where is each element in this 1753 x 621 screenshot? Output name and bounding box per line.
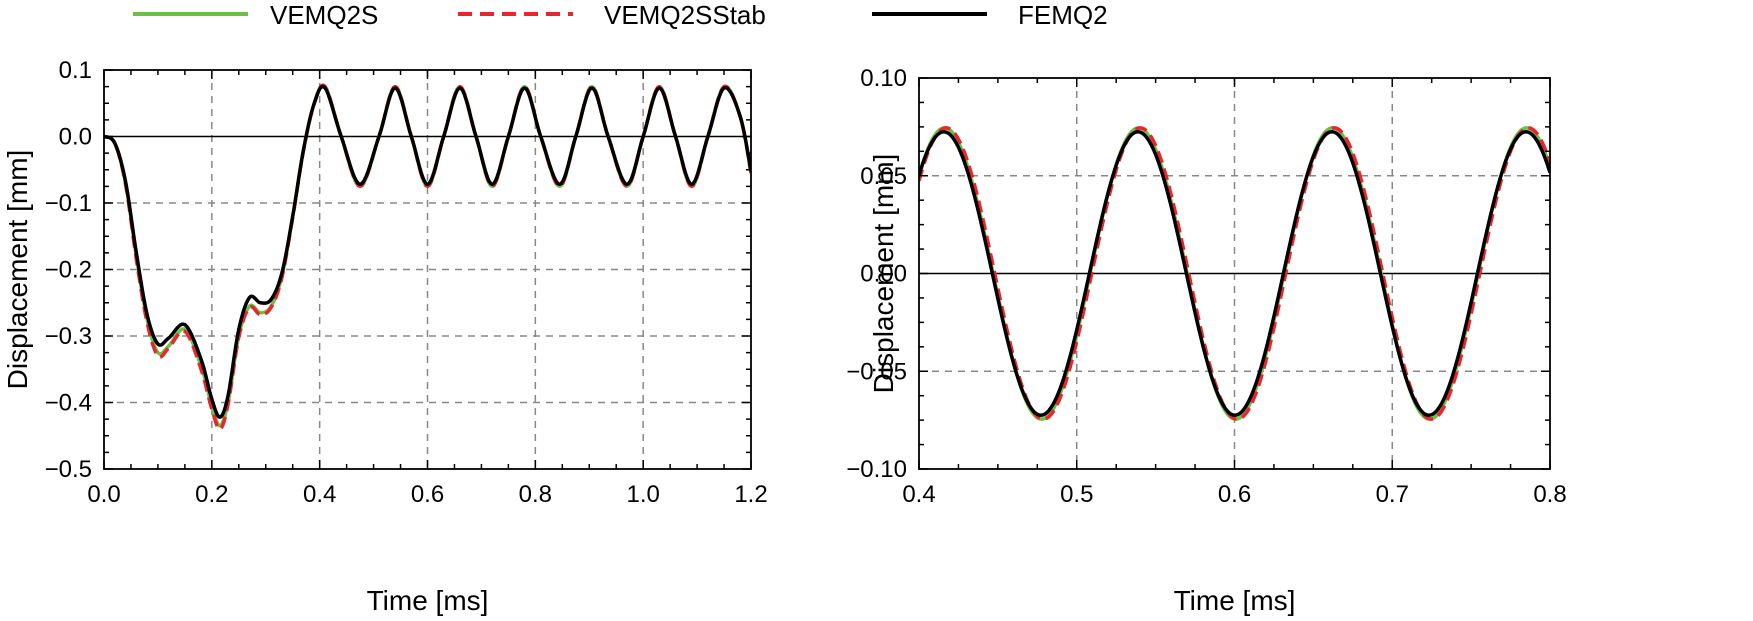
x-tick-label: 0.4: [902, 481, 935, 508]
x-tick-label: 0.2: [195, 481, 228, 508]
right-chart: 0.4 0.5 0.6 0.7 0.8 0.10 0.05 0.00 −0.05 −0.10 Tim…: [846, 65, 1566, 616]
series-line-femq2: [919, 130, 1550, 417]
y-axis-label: Displacement [mm]: [2, 150, 33, 390]
series-line-vemq2sstab: [919, 126, 1550, 421]
y-tick-label: −0.3: [45, 323, 92, 350]
series-line-femq2: [104, 84, 751, 419]
x-tick-label: 0.8: [1533, 481, 1566, 508]
legend-entry-vemq2sstab: VEMQ2SStab: [458, 0, 766, 30]
x-tick-label: 0.7: [1376, 481, 1409, 508]
y-tick-label: −0.1: [45, 190, 92, 217]
y-tick-label: 0.05: [860, 163, 907, 190]
legend-entry-vemq2s: VEMQ2S: [133, 0, 378, 30]
x-tick-label: 0.0: [87, 481, 120, 508]
legend-label-vemq2sstab: VEMQ2SStab: [604, 0, 766, 30]
x-tick-label: 0.5: [1060, 481, 1093, 508]
x-tick-label: 0.6: [1218, 481, 1251, 508]
x-axis-label: Time [ms]: [1174, 585, 1296, 616]
y-tick-label: 0.0: [59, 124, 92, 151]
y-tick-label: 0.00: [860, 261, 907, 288]
y-tick-label: −0.5: [45, 456, 92, 483]
x-tick-label: 0.4: [303, 481, 336, 508]
y-tick-label: 0.1: [59, 57, 92, 84]
legend-label-vemq2s: VEMQ2S: [270, 0, 378, 30]
left-chart: 0.0 0.2 0.4 0.6 0.8 1.0 1.2 0.1 0.0 −0.1 −0.2 −0.3 −…: [2, 57, 768, 616]
y-tick-label: −0.10: [846, 456, 907, 483]
y-axis-label: Displacement [mm]: [868, 154, 899, 394]
legend-label-femq2: FEMQ2: [1018, 0, 1108, 30]
x-tick-label: 1.0: [626, 481, 659, 508]
x-tick-label: 0.6: [411, 481, 444, 508]
x-tick-label: 0.8: [519, 481, 552, 508]
y-tick-label: −0.4: [45, 390, 92, 417]
y-tick-label: −0.05: [846, 358, 907, 385]
legend: VEMQ2S VEMQ2SStab FEMQ2: [133, 0, 1108, 30]
y-tick-label: −0.2: [45, 257, 92, 284]
x-tick-label: 1.2: [734, 481, 767, 508]
legend-entry-femq2: FEMQ2: [872, 0, 1108, 30]
x-axis-label: Time [ms]: [367, 585, 489, 616]
y-tick-label: 0.10: [860, 65, 907, 92]
